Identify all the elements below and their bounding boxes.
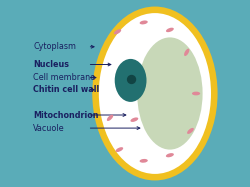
Text: Chitin cell wall: Chitin cell wall xyxy=(33,85,100,94)
Ellipse shape xyxy=(187,128,194,134)
Ellipse shape xyxy=(115,59,146,102)
Text: Vacuole: Vacuole xyxy=(33,124,65,133)
Ellipse shape xyxy=(192,92,200,95)
Ellipse shape xyxy=(107,115,113,121)
Ellipse shape xyxy=(114,29,121,34)
Ellipse shape xyxy=(166,153,174,157)
Ellipse shape xyxy=(184,49,189,56)
Text: Cytoplasm: Cytoplasm xyxy=(33,42,76,51)
Ellipse shape xyxy=(99,13,211,174)
Ellipse shape xyxy=(140,159,148,163)
Ellipse shape xyxy=(166,28,174,32)
Text: Mitochondrion: Mitochondrion xyxy=(33,111,99,119)
Text: Cell membrane: Cell membrane xyxy=(33,73,96,82)
Text: Nucleus: Nucleus xyxy=(33,60,69,69)
Ellipse shape xyxy=(116,147,123,152)
Ellipse shape xyxy=(140,20,148,24)
Ellipse shape xyxy=(130,117,138,122)
Ellipse shape xyxy=(127,75,136,84)
Ellipse shape xyxy=(137,37,202,150)
Ellipse shape xyxy=(92,7,218,180)
